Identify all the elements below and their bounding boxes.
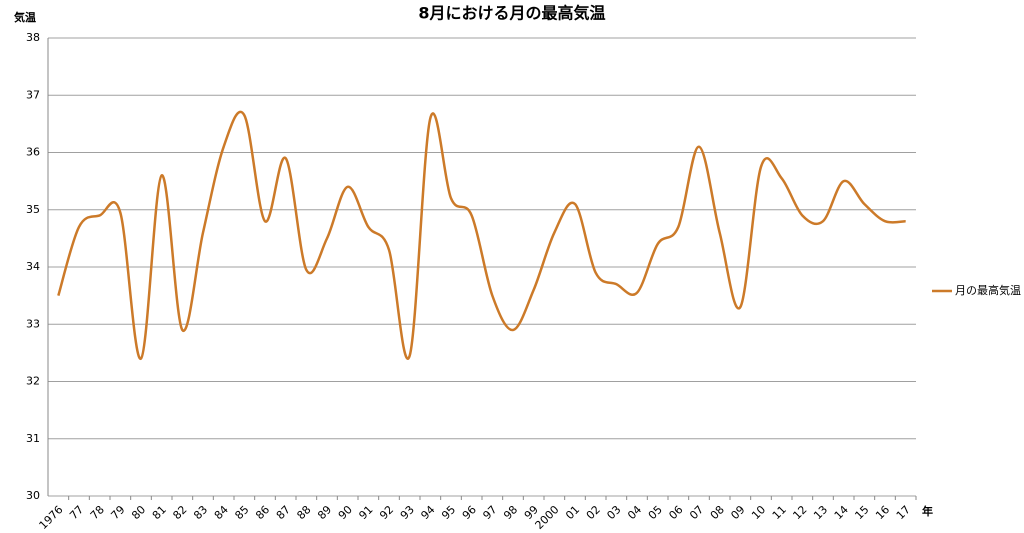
x-tick-label: 10 xyxy=(749,503,768,522)
y-tick-label: 35 xyxy=(26,203,40,216)
x-tick-label: 97 xyxy=(480,503,499,522)
y-axis-label: 気温 xyxy=(14,10,36,24)
x-axis-label: 年 xyxy=(922,504,933,518)
x-tick-label: 09 xyxy=(728,503,747,522)
y-tick-label: 38 xyxy=(26,31,40,44)
x-tick-label: 80 xyxy=(129,503,148,522)
x-tick-label: 16 xyxy=(873,503,892,522)
x-tick-label: 06 xyxy=(666,503,685,522)
y-tick-label: 34 xyxy=(26,260,40,273)
legend-label: 月の最高気温 xyxy=(955,283,1021,297)
x-tick-label: 94 xyxy=(418,503,437,522)
y-tick-label: 33 xyxy=(26,317,40,330)
chart-title: 8月における月の最高気温 xyxy=(418,4,605,23)
x-tick-label: 15 xyxy=(852,503,871,522)
x-tick-label: 08 xyxy=(708,503,727,522)
y-tick-label: 37 xyxy=(26,88,40,101)
y-tick-label: 36 xyxy=(26,146,40,159)
x-tick-label: 05 xyxy=(646,503,665,522)
x-tick-label: 92 xyxy=(377,503,396,522)
x-tick-label: 01 xyxy=(563,503,582,522)
x-tick-label: 91 xyxy=(356,503,375,522)
y-tick-label: 30 xyxy=(26,489,40,502)
x-tick-label: 81 xyxy=(150,503,169,522)
x-tick-label: 77 xyxy=(67,503,86,522)
x-tick-label: 84 xyxy=(212,503,231,522)
x-tick-label: 03 xyxy=(604,503,623,522)
x-tick-label: 98 xyxy=(501,503,520,522)
x-tick-label: 14 xyxy=(832,503,851,522)
y-tick-label: 32 xyxy=(26,375,40,388)
x-tick-label: 86 xyxy=(253,503,272,522)
x-tick-label: 13 xyxy=(811,503,830,522)
x-tick-label: 79 xyxy=(108,503,127,522)
y-tick-label: 31 xyxy=(26,432,40,445)
x-tick-label: 2000 xyxy=(533,503,562,532)
x-tick-label: 96 xyxy=(460,503,479,522)
x-tick-label: 17 xyxy=(894,503,913,522)
x-tick-label: 88 xyxy=(294,503,313,522)
x-tick-label: 83 xyxy=(191,503,210,522)
x-tick-label: 11 xyxy=(770,503,789,522)
x-tick-label: 85 xyxy=(232,503,251,522)
x-tick-label: 90 xyxy=(336,503,355,522)
x-tick-label: 87 xyxy=(274,503,293,522)
data-line xyxy=(57,110,906,360)
x-tick-label: 02 xyxy=(584,503,603,522)
x-tick-label: 1976 xyxy=(37,503,66,532)
x-tick-label: 93 xyxy=(398,503,417,522)
x-tick-label: 82 xyxy=(170,503,189,522)
x-tick-label: 78 xyxy=(88,503,107,522)
x-tick-label: 04 xyxy=(625,503,644,522)
x-tick-label: 12 xyxy=(790,503,809,522)
x-tick-label: 95 xyxy=(439,503,458,522)
x-tick-label: 89 xyxy=(315,503,334,522)
x-tick-label: 07 xyxy=(687,503,706,522)
